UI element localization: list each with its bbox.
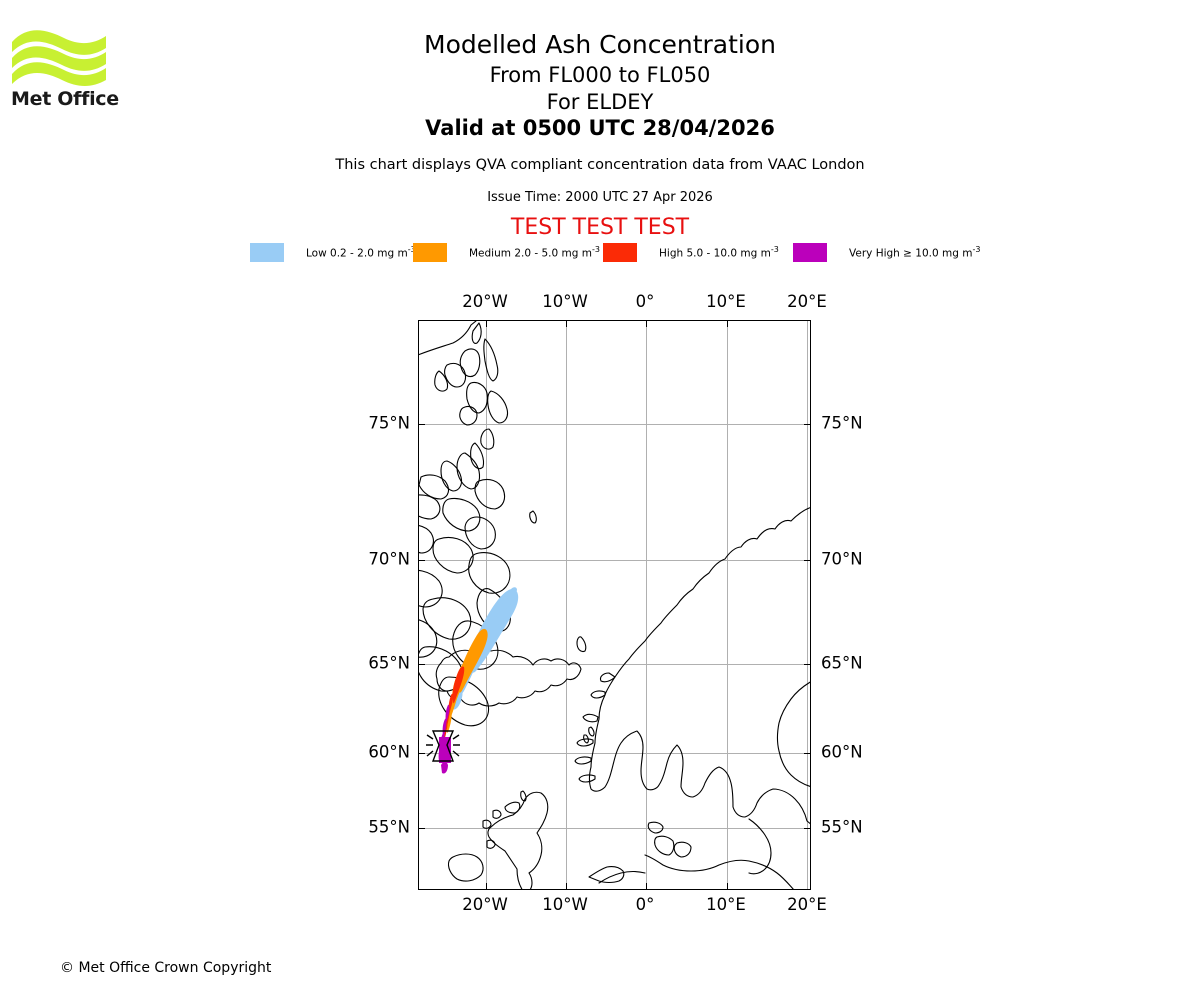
gridline-lon-0: [646, 321, 647, 889]
legend-swatch-medium: [413, 242, 447, 262]
tick-right-55n: [804, 828, 810, 829]
tick-left-70n: [419, 560, 425, 561]
tick-left-60n: [419, 753, 425, 754]
coastline-and-plume-layer: [419, 321, 810, 889]
page-title: Modelled Ash Concentration: [424, 30, 776, 59]
tick-top-1: [566, 321, 567, 327]
lat-label-right-4: 55°N: [821, 817, 863, 837]
tick-bot-2: [646, 883, 647, 889]
legend-label-low: Low 0.2 - 2.0 mg m-3: [306, 244, 416, 260]
qva-note: This chart displays QVA compliant concen…: [335, 157, 865, 173]
legend-swatch-high: [603, 242, 637, 262]
tick-right-70n: [804, 560, 810, 561]
legend-low: Low 0.2 - 2.0 mg m-3: [250, 241, 416, 263]
tick-right-65n: [804, 664, 810, 665]
source-marker-outline: [426, 730, 460, 762]
lon-label-bottom-4: 20°E: [787, 895, 827, 914]
gridline-lat-75n: [419, 424, 810, 425]
tick-bot-0: [486, 883, 487, 889]
met-office-logo-text: Met Office: [11, 88, 119, 110]
tick-top-0: [486, 321, 487, 327]
gridline-lon-10w: [566, 321, 567, 889]
lon-label-bottom-2: 0°: [635, 895, 655, 914]
volcano-subtitle: For ELDEY: [546, 90, 654, 114]
gridline-lat-60n: [419, 753, 810, 754]
lat-label-right-2: 65°N: [821, 653, 863, 673]
lat-label-left-1: 70°N: [368, 549, 410, 569]
legend-swatch-low: [250, 242, 284, 262]
legend-swatch-very-high: [793, 242, 827, 262]
legend-label-high: High 5.0 - 10.0 mg m-3: [659, 244, 779, 260]
tick-left-75n: [419, 424, 425, 425]
lon-label-top-1: 10°W: [542, 292, 588, 311]
legend-medium: Medium 2.0 - 5.0 mg m-3: [413, 241, 600, 263]
map-plot-frame: [418, 320, 811, 890]
flight-level-subtitle: From FL000 to FL050: [489, 63, 711, 87]
tick-left-55n: [419, 828, 425, 829]
gridline-lat-65n: [419, 664, 810, 665]
coastline-paths: [419, 321, 810, 889]
lon-label-top-2: 0°: [635, 292, 655, 311]
issue-time: Issue Time: 2000 UTC 27 Apr 2026: [487, 190, 713, 205]
gridline-lat-70n: [419, 560, 810, 561]
lat-label-right-0: 75°N: [821, 413, 863, 433]
legend-label-very-high: Very High ≥ 10.0 mg m-3: [849, 244, 981, 260]
tick-bot-3: [727, 883, 728, 889]
tick-bot-1: [566, 883, 567, 889]
lon-label-top-0: 20°W: [462, 292, 508, 311]
legend-label-medium: Medium 2.0 - 5.0 mg m-3: [469, 244, 600, 260]
lon-label-bottom-3: 10°E: [706, 895, 746, 914]
gridline-lon-20e: [807, 321, 808, 889]
lat-label-left-0: 75°N: [368, 413, 410, 433]
lat-label-right-3: 60°N: [821, 742, 863, 762]
lon-label-bottom-1: 10°W: [542, 895, 588, 914]
lat-label-left-3: 60°N: [368, 742, 410, 762]
gridline-lon-20w: [486, 321, 487, 889]
valid-time-subtitle: Valid at 0500 UTC 28/04/2026: [425, 116, 775, 140]
met-office-wave-logo: [12, 30, 106, 86]
tick-top-2: [646, 321, 647, 327]
test-banner: TEST TEST TEST: [510, 215, 690, 240]
gridline-lon-10e: [727, 321, 728, 889]
met-office-logo: [10, 26, 130, 111]
lat-label-left-4: 55°N: [368, 817, 410, 837]
lon-label-top-4: 20°E: [787, 292, 827, 311]
lat-label-right-1: 70°N: [821, 549, 863, 569]
legend-high: High 5.0 - 10.0 mg m-3: [603, 241, 779, 263]
lon-label-bottom-0: 20°W: [462, 895, 508, 914]
tick-right-75n: [804, 424, 810, 425]
concentration-legend: Low 0.2 - 2.0 mg m-3 Medium 2.0 - 5.0 mg…: [250, 241, 990, 263]
lat-label-left-2: 65°N: [368, 653, 410, 673]
tick-right-60n: [804, 753, 810, 754]
lon-label-top-3: 10°E: [706, 292, 746, 311]
legend-very-high: Very High ≥ 10.0 mg m-3: [793, 241, 980, 263]
tick-left-65n: [419, 664, 425, 665]
ash-concentration-map: 20°W 10°W 0° 10°E 20°E 20°W 10°W 0° 10°E…: [368, 292, 862, 914]
tick-top-3: [727, 321, 728, 327]
gridline-lat-55n: [419, 828, 810, 829]
copyright-notice: © Met Office Crown Copyright: [60, 960, 272, 976]
